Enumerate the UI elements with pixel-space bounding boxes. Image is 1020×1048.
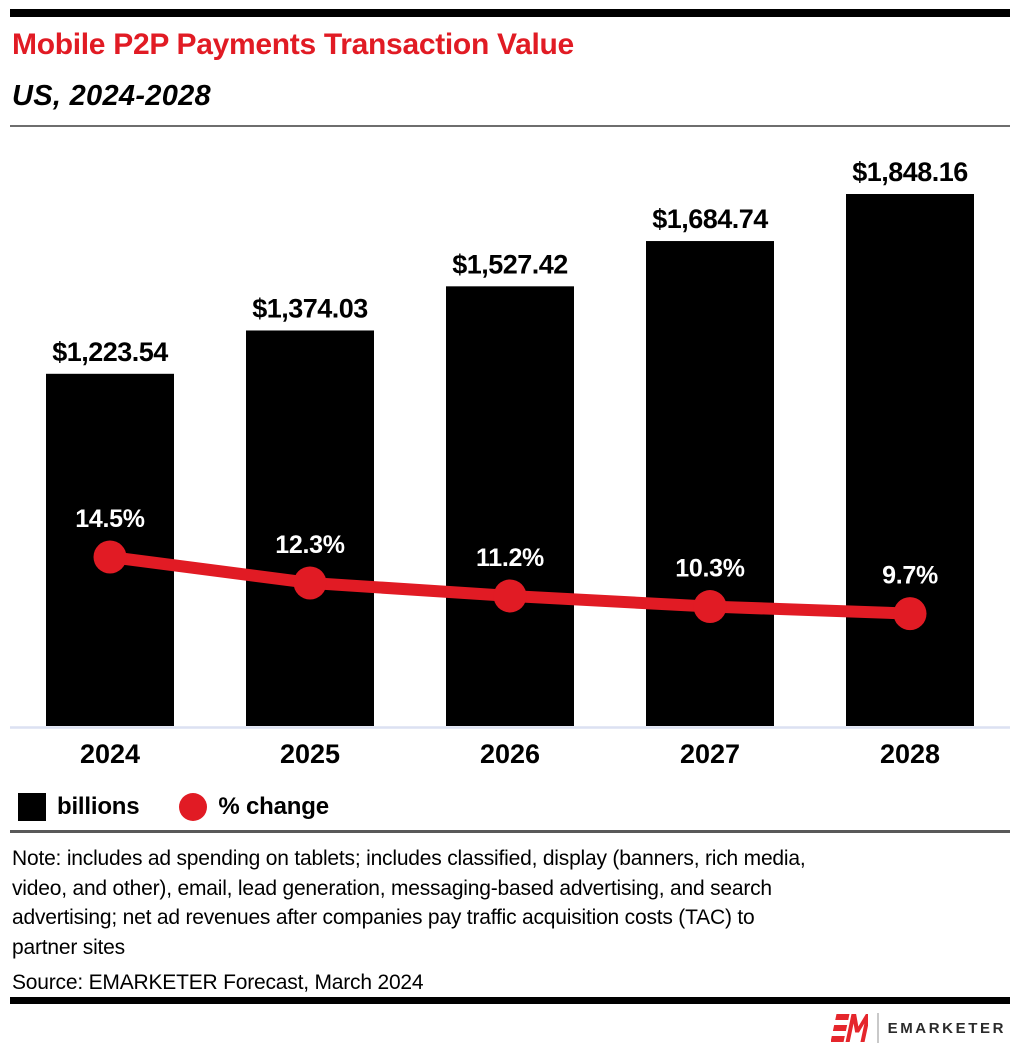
x-axis-label-2026: 2026 xyxy=(480,739,540,769)
bottom-rule xyxy=(10,997,1010,1004)
legend-circle-swatch-pct-change xyxy=(179,793,208,821)
note-line-1: Note: includes ad spending on tablets; i… xyxy=(12,847,806,870)
legend-divider xyxy=(10,830,1010,833)
chart-canvas: $1,223.54 $1,374.03 $1,527.42 $1,684.74 $1,8… xyxy=(10,157,1010,769)
legend-square-swatch-billions xyxy=(18,793,46,821)
trend-dot-2024 xyxy=(93,540,127,574)
bar-2027 xyxy=(646,241,774,726)
note-text: Note: includes ad spending on tablets; i… xyxy=(12,844,992,998)
bar-2025 xyxy=(246,330,374,726)
bar-value-label-2024: $1,223.54 xyxy=(52,337,168,367)
bar-value-label-2025: $1,374.03 xyxy=(252,293,368,323)
logo-divider xyxy=(876,1013,879,1043)
bar-value-label-2028: $1,848.16 xyxy=(852,157,968,187)
pct-label-2027: 10.3% xyxy=(675,555,744,583)
bar-value-label-2026: $1,527.42 xyxy=(452,249,568,279)
emarketer-logo-icon xyxy=(830,1014,868,1042)
bar-2026 xyxy=(446,286,574,726)
chart: $1,223.54 $1,374.03 $1,527.42 $1,684.74 $1,8… xyxy=(0,130,1020,778)
pct-label-2024: 14.5% xyxy=(75,505,144,533)
trend-dot-2028 xyxy=(893,597,927,631)
x-axis-label-2028: 2028 xyxy=(880,739,940,769)
source-text: Source: EMARKETER Forecast, March 2024 xyxy=(12,971,424,994)
x-axis-label-2027: 2027 xyxy=(680,739,740,769)
trend-dot-2027 xyxy=(693,590,727,624)
bar-value-label-2027: $1,684.74 xyxy=(652,204,768,234)
trend-dot-2025 xyxy=(293,566,327,600)
legend: billions % change xyxy=(18,791,329,823)
x-axis-label-2025: 2025 xyxy=(280,739,340,769)
top-accent-bar xyxy=(10,9,1010,17)
note-line-3: advertising; net ad revenues after compa… xyxy=(12,906,755,929)
x-axis-label-2024: 2024 xyxy=(80,739,140,769)
pct-label-2026: 11.2% xyxy=(476,544,544,572)
brand-logo: EMARKETER xyxy=(830,1012,1006,1044)
note-line-2: video, and other), email, lead generatio… xyxy=(12,876,772,900)
note-line-4: partner sites xyxy=(12,935,125,959)
page-title: Mobile P2P Payments Transaction Value xyxy=(12,28,574,61)
bar-2028 xyxy=(846,194,974,726)
legend-label-pct-change: % change xyxy=(218,793,329,820)
header-divider xyxy=(10,125,1010,127)
brand-name: EMARKETER xyxy=(887,1019,1006,1037)
legend-label-billions: billions xyxy=(57,793,140,820)
pct-label-2028: 9.7% xyxy=(882,562,938,590)
trend-dot-2026 xyxy=(493,579,527,613)
page-subtitle: US, 2024-2028 xyxy=(12,80,211,112)
pct-label-2025: 12.3% xyxy=(275,531,344,559)
